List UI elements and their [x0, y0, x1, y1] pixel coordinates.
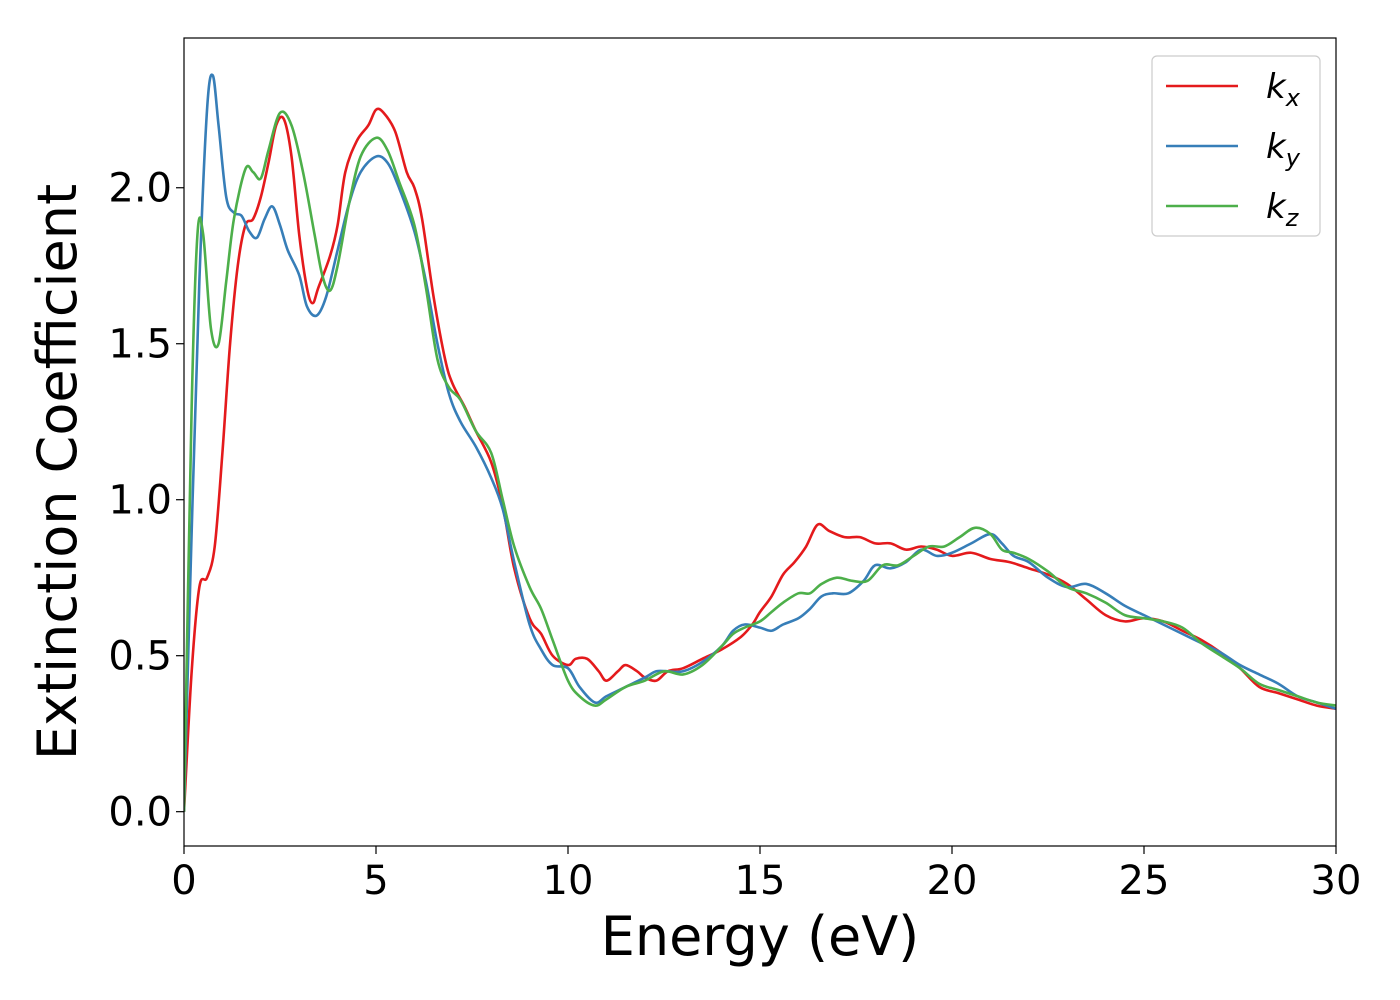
y-axis-label: Extinction Coefficient: [26, 184, 89, 760]
ticks-group: 0 5 10 15 20 25 30 0.0 0.5 1.0 1.5 2.0: [108, 166, 1361, 904]
x-tick-label: 5: [363, 858, 388, 904]
x-tick-label: 20: [927, 858, 978, 904]
x-tick-label: 10: [543, 858, 594, 904]
x-tick-label: 30: [1311, 858, 1362, 904]
y-tick-label: 1.0: [108, 478, 172, 524]
legend-label-x: kx: [1266, 67, 1301, 112]
x-tick-label: 15: [735, 858, 786, 904]
y-tick-label: 2.0: [108, 166, 172, 212]
legend-label-y: ky: [1266, 127, 1301, 172]
series-group: [184, 73, 1336, 812]
legend-label-z: kz: [1266, 187, 1300, 232]
y-tick-label: 1.5: [108, 322, 172, 368]
y-tick-label: 0.0: [108, 790, 172, 836]
x-tick-label: 0: [171, 858, 196, 904]
x-tick-label: 25: [1119, 858, 1170, 904]
y-tick-label: 0.5: [108, 634, 172, 680]
legend: kx ky kz: [1151, 55, 1321, 237]
series-line-z: [184, 110, 1336, 812]
x-axis-label: Energy (eV): [601, 905, 920, 968]
